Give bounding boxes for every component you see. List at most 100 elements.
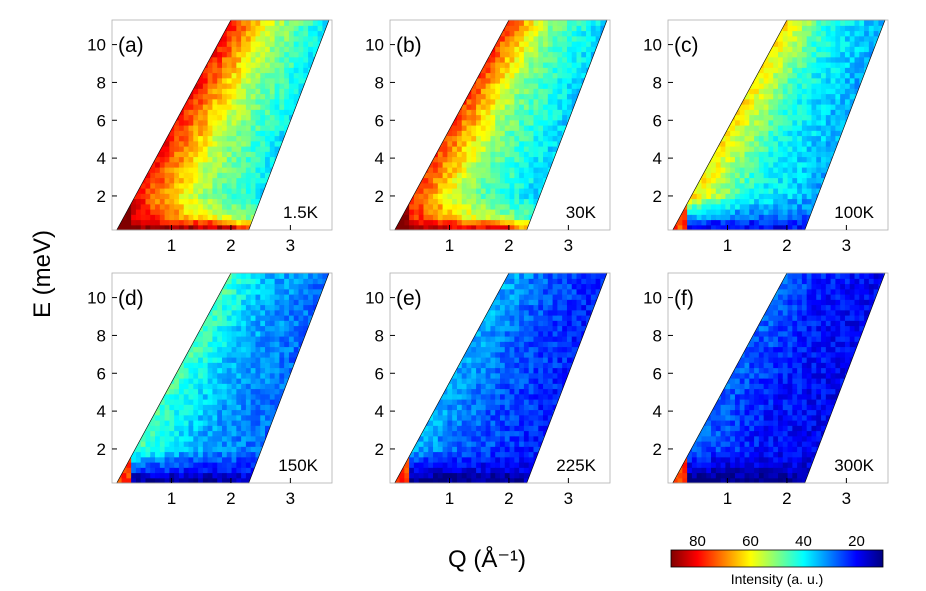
- heatmap-cell: [250, 198, 257, 205]
- heatmap-cell: [183, 198, 190, 205]
- heatmap-cell: [864, 46, 870, 53]
- heatmap-cell: [509, 46, 515, 53]
- heatmap-cell: [768, 209, 774, 215]
- heatmap-cell: [447, 209, 453, 215]
- heatmap-cell: [250, 393, 257, 400]
- heatmap-cell: [308, 25, 314, 32]
- heatmap-cell: [193, 167, 199, 173]
- heatmap-cell: [452, 172, 458, 179]
- heatmap-cell: [552, 140, 558, 147]
- heatmap-cell: [744, 156, 750, 163]
- heatmap-cell: [528, 25, 535, 32]
- heatmap-cell: [533, 114, 539, 121]
- heatmap-cell: [279, 151, 285, 158]
- heatmap-cell: [466, 219, 472, 226]
- heatmap-cell: [538, 88, 544, 95]
- heatmap-cell: [212, 456, 218, 463]
- heatmap-cell: [193, 188, 199, 194]
- heatmap-cell: [222, 362, 228, 369]
- heatmap-cell: [437, 167, 444, 173]
- heatmap-cell: [226, 177, 233, 184]
- heatmap-cell: [495, 224, 501, 230]
- heatmap-cell: [226, 198, 233, 205]
- heatmap-cell: [495, 399, 501, 405]
- heatmap-cell: [260, 294, 266, 300]
- heatmap-cell: [806, 41, 813, 47]
- heatmap-cell: [495, 151, 501, 158]
- heatmap-cell: [293, 20, 300, 26]
- heatmap-cell: [126, 462, 132, 468]
- heatmap-cell: [433, 446, 439, 453]
- heatmap-cell: [241, 456, 247, 463]
- heatmap-cell: [509, 467, 515, 474]
- heatmap-cell: [485, 404, 492, 411]
- heatmap-cell: [169, 409, 175, 416]
- heatmap-cell: [241, 219, 247, 226]
- heatmap-cell: [514, 88, 520, 95]
- heatmap-cell: [241, 283, 247, 290]
- heatmap-cell: [269, 294, 276, 300]
- heatmap-cell: [231, 56, 237, 63]
- heatmap-cell: [801, 62, 808, 68]
- heatmap-cell: [265, 20, 271, 26]
- heatmap-cell: [480, 83, 487, 89]
- heatmap-cell: [308, 283, 314, 290]
- heatmap-cell: [840, 20, 846, 26]
- heatmap-cell: [504, 346, 511, 353]
- heatmap-cell: [231, 409, 237, 416]
- heatmap-cell: [758, 209, 765, 215]
- heatmap-cell: [433, 203, 439, 210]
- heatmap-cell: [480, 77, 487, 84]
- heatmap-cell: [226, 294, 233, 300]
- heatmap-cell: [236, 425, 242, 432]
- heatmap-cell: [797, 93, 803, 100]
- heatmap-cell: [437, 146, 444, 152]
- heatmap-cell: [231, 351, 237, 358]
- heatmap-cell: [140, 182, 147, 189]
- heatmap-cell: [241, 357, 247, 363]
- heatmap-cell: [763, 88, 770, 95]
- heatmap-cell: [217, 378, 223, 384]
- heatmap-cell: [557, 83, 563, 89]
- heatmap-cell: [495, 167, 501, 173]
- heatmap-cell: [744, 177, 750, 184]
- heatmap-cell: [255, 383, 261, 390]
- heatmap-cell: [523, 224, 530, 230]
- heatmap-cell: [250, 304, 257, 311]
- heatmap-cell: [782, 151, 789, 158]
- heatmap-cell: [859, 25, 865, 32]
- heatmap-cell: [523, 399, 530, 405]
- heatmap-cell: [504, 399, 511, 405]
- heatmap-cell: [782, 167, 789, 173]
- heatmap-cell: [428, 420, 434, 426]
- heatmap-cell: [312, 299, 319, 306]
- heatmap-cell: [456, 219, 463, 226]
- heatmap-cell: [212, 435, 218, 442]
- heatmap-cell: [816, 119, 822, 126]
- heatmap-cell: [514, 309, 520, 316]
- heatmap-cell: [787, 41, 793, 47]
- heatmap-cell: [782, 83, 789, 89]
- heatmap-cell: [241, 98, 247, 105]
- heatmap-cell: [495, 456, 501, 463]
- heatmap-cell: [528, 146, 535, 152]
- heatmap-cell: [576, 41, 582, 47]
- heatmap-cell: [399, 209, 405, 215]
- heatmap-cell: [514, 467, 520, 474]
- heatmap-cell: [212, 320, 218, 327]
- heatmap-cell: [768, 193, 774, 200]
- heatmap-cell: [207, 435, 214, 442]
- heatmap-cell: [135, 182, 142, 189]
- heatmap-cell: [193, 441, 199, 447]
- heatmap-cell: [519, 114, 525, 121]
- heatmap-cell: [778, 109, 784, 116]
- heatmap-cell: [543, 114, 549, 121]
- heatmap-cell: [566, 104, 573, 110]
- heatmap-cell: [557, 30, 563, 37]
- heatmap-cell: [202, 161, 209, 168]
- heatmap-cell: [442, 193, 448, 200]
- heatmap-cell: [586, 56, 592, 63]
- heatmap-cell: [265, 299, 271, 306]
- heatmap-cell: [696, 209, 703, 215]
- heatmap-cell: [269, 372, 276, 379]
